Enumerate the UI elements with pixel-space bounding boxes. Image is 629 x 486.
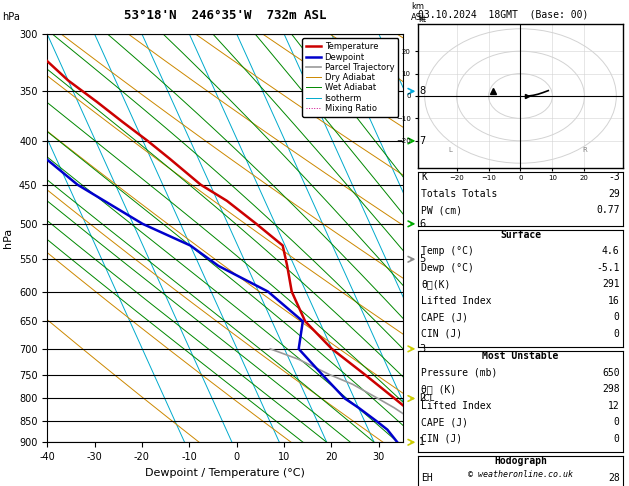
Text: Surface: Surface	[500, 230, 541, 240]
Text: Most Unstable: Most Unstable	[482, 351, 559, 361]
Text: Lifted Index: Lifted Index	[421, 401, 492, 411]
Text: Lifted Index: Lifted Index	[421, 296, 492, 306]
Text: 0: 0	[614, 312, 620, 322]
Y-axis label: hPa: hPa	[3, 228, 13, 248]
Text: 7: 7	[419, 136, 425, 146]
Text: 0.77: 0.77	[596, 206, 620, 215]
Text: 0: 0	[614, 434, 620, 444]
Text: -3: -3	[608, 173, 620, 182]
Text: 6: 6	[419, 219, 425, 229]
Text: 4.6: 4.6	[602, 246, 620, 256]
Text: 12: 12	[608, 401, 620, 411]
Text: CIN (J): CIN (J)	[421, 329, 462, 339]
Text: LCL: LCL	[419, 394, 434, 403]
Legend: Temperature, Dewpoint, Parcel Trajectory, Dry Adiabat, Wet Adiabat, Isotherm, Mi: Temperature, Dewpoint, Parcel Trajectory…	[302, 38, 398, 117]
Text: 650: 650	[602, 368, 620, 378]
Text: 28: 28	[608, 473, 620, 483]
Text: CAPE (J): CAPE (J)	[421, 417, 469, 427]
Text: Pressure (mb): Pressure (mb)	[421, 368, 498, 378]
Text: 1: 1	[419, 437, 425, 447]
Text: EH: EH	[421, 473, 433, 483]
Text: 0: 0	[614, 417, 620, 427]
Text: CIN (J): CIN (J)	[421, 434, 462, 444]
Text: 29: 29	[608, 189, 620, 199]
Text: km
ASL: km ASL	[411, 2, 427, 22]
Text: L: L	[448, 147, 452, 153]
Text: -5.1: -5.1	[596, 263, 620, 273]
Text: 2: 2	[419, 394, 425, 403]
Text: 03.10.2024  18GMT  (Base: 00): 03.10.2024 18GMT (Base: 00)	[418, 9, 589, 19]
Text: R: R	[582, 147, 587, 153]
Text: Dewp (°C): Dewp (°C)	[421, 263, 474, 273]
Text: CAPE (J): CAPE (J)	[421, 312, 469, 322]
Text: 291: 291	[602, 279, 620, 289]
Text: θᴄ (K): θᴄ (K)	[421, 384, 457, 394]
Text: 298: 298	[602, 384, 620, 394]
Text: 5: 5	[419, 254, 425, 264]
Text: hPa: hPa	[2, 12, 19, 22]
Text: PW (cm): PW (cm)	[421, 206, 462, 215]
Text: 16: 16	[608, 296, 620, 306]
Text: Hodograph: Hodograph	[494, 456, 547, 466]
Text: K: K	[421, 173, 427, 182]
Text: 0: 0	[614, 329, 620, 339]
Text: © weatheronline.co.uk: © weatheronline.co.uk	[468, 469, 573, 479]
Text: Temp (°C): Temp (°C)	[421, 246, 474, 256]
Text: 3: 3	[419, 344, 425, 354]
Text: kt: kt	[418, 15, 426, 24]
Text: θᴄ(K): θᴄ(K)	[421, 279, 451, 289]
Text: Totals Totals: Totals Totals	[421, 189, 498, 199]
X-axis label: Dewpoint / Temperature (°C): Dewpoint / Temperature (°C)	[145, 468, 305, 478]
Text: 53°18'N  246°35'W  732m ASL: 53°18'N 246°35'W 732m ASL	[124, 9, 326, 22]
Text: 8: 8	[419, 87, 425, 96]
